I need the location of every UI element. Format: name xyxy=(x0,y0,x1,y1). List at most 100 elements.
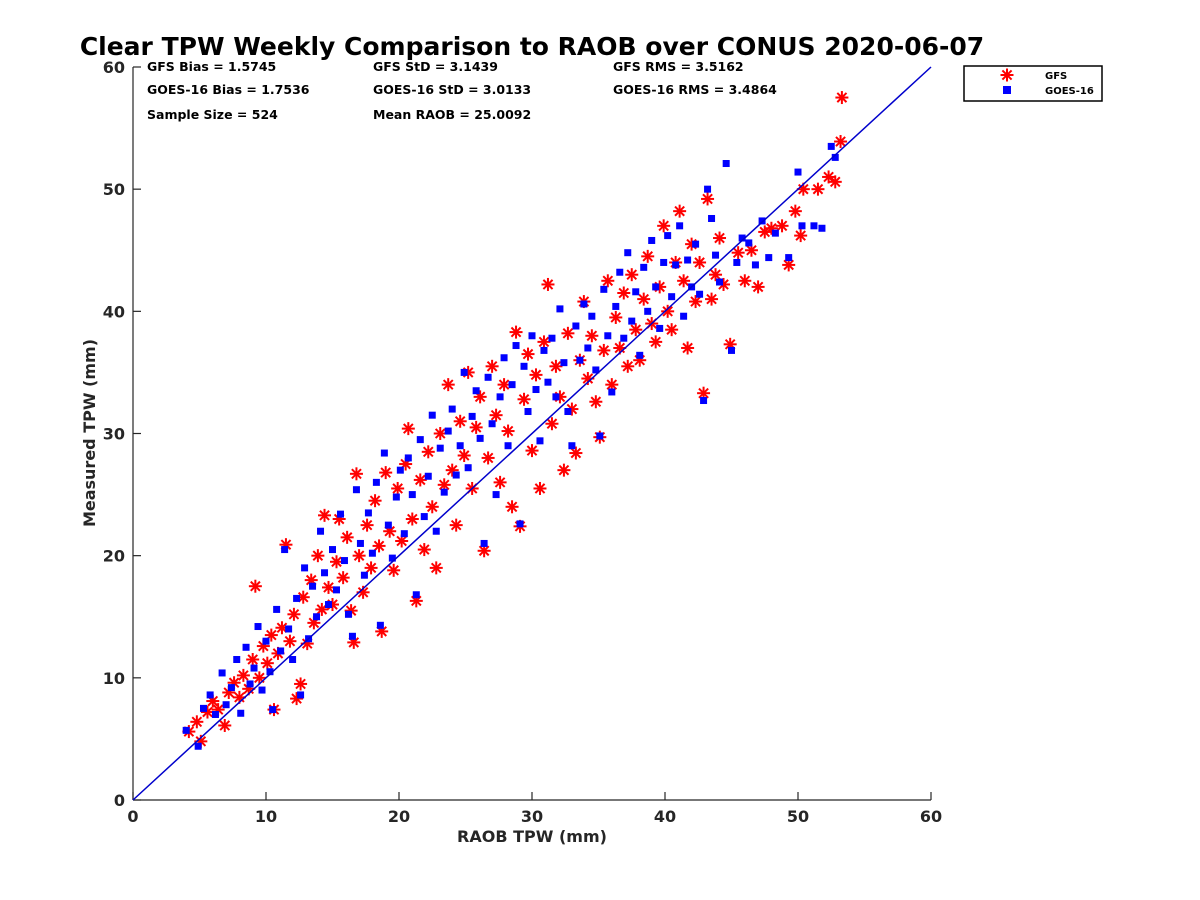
goes16-point xyxy=(616,268,624,276)
goes16-point xyxy=(269,706,277,714)
gfs-point xyxy=(637,292,651,306)
goes16-point xyxy=(696,290,704,298)
goes16-point xyxy=(751,261,759,269)
gfs-point xyxy=(713,231,727,245)
goes16-point xyxy=(258,686,266,694)
goes16-point xyxy=(309,582,317,590)
goes16-point xyxy=(568,442,576,450)
goes16-point xyxy=(266,668,274,676)
gfs-point xyxy=(497,378,511,392)
x-tick-label: 40 xyxy=(654,807,676,826)
goes16-point xyxy=(798,222,806,230)
goes16-point xyxy=(676,222,684,230)
goes16-point xyxy=(560,359,568,367)
x-tick-label: 20 xyxy=(388,807,410,826)
goes16-point xyxy=(652,283,660,291)
goes16-point xyxy=(273,605,281,613)
goes16-point xyxy=(432,527,440,535)
goes16-point xyxy=(218,669,226,677)
gfs-point xyxy=(517,392,531,406)
goes16-point xyxy=(708,214,716,222)
goes16-point xyxy=(528,332,536,340)
gfs-point xyxy=(537,335,551,349)
goes16-point xyxy=(700,397,708,405)
goes16-point xyxy=(246,680,254,688)
gfs-point xyxy=(441,378,455,392)
gfs-point xyxy=(294,677,308,691)
goes16-point xyxy=(640,263,648,271)
goes16-point xyxy=(360,571,368,579)
gfs-point xyxy=(481,451,495,465)
goes16-point xyxy=(368,549,376,557)
goes16-point xyxy=(692,240,700,248)
y-tick-label: 60 xyxy=(103,58,125,77)
gfs-point xyxy=(246,653,260,667)
gfs-point xyxy=(701,192,715,206)
goes16-point xyxy=(644,307,652,315)
goes16-point xyxy=(712,251,720,259)
gfs-point xyxy=(283,634,297,648)
goes16-point xyxy=(182,726,190,734)
goes16-point xyxy=(313,613,321,621)
goes16-point xyxy=(262,637,270,645)
gfs-point xyxy=(477,544,491,558)
goes16-point xyxy=(233,656,241,664)
gfs-point xyxy=(360,518,374,532)
goes16-point xyxy=(388,554,396,562)
goes16-point xyxy=(452,471,460,479)
goes16-point xyxy=(194,742,202,750)
goes16-point xyxy=(504,442,512,450)
gfs-point xyxy=(657,219,671,233)
gfs-point xyxy=(425,500,439,514)
legend-label-gfs: GFS xyxy=(1045,71,1067,82)
goes16-point xyxy=(277,647,285,655)
goes16-point xyxy=(472,387,480,395)
gfs-point xyxy=(395,534,409,548)
gfs-point xyxy=(693,255,707,269)
gfs-point xyxy=(336,571,350,585)
gfs-point xyxy=(525,444,539,458)
goes16-point xyxy=(420,513,428,521)
gfs-point xyxy=(549,359,563,373)
y-tick-label: 20 xyxy=(103,547,125,566)
goes16-point xyxy=(548,334,556,342)
goes16-point xyxy=(488,420,496,428)
goes16-point xyxy=(348,632,356,640)
goes16-point xyxy=(250,664,258,672)
gfs-point xyxy=(597,343,611,357)
stat-goes16-rms: GOES-16 RMS = 3.4864 xyxy=(613,82,777,97)
gfs-point xyxy=(751,280,765,294)
stat-gfs-std: GFS StD = 3.1439 xyxy=(373,59,498,74)
goes16-point xyxy=(352,486,360,494)
x-tick-label: 50 xyxy=(787,807,809,826)
goes16-point xyxy=(372,478,380,486)
gfs-point xyxy=(661,304,675,318)
goes16-point xyxy=(516,520,524,528)
goes16-point xyxy=(636,351,644,359)
gfs-point xyxy=(788,204,802,218)
chart-title: Clear TPW Weekly Comparison to RAOB over… xyxy=(80,32,984,61)
gfs-point xyxy=(252,671,266,685)
y-axis-label: Measured TPW (mm) xyxy=(80,339,99,527)
goes16-point xyxy=(716,278,724,286)
gfs-point xyxy=(260,656,274,670)
gfs-point xyxy=(709,268,723,282)
stat-sample-size: Sample Size = 524 xyxy=(147,107,278,122)
goes16-point xyxy=(396,466,404,474)
goes16-point xyxy=(620,334,628,342)
goes16-point xyxy=(794,168,802,176)
gfs-point xyxy=(545,417,559,431)
goes16-point xyxy=(227,684,235,692)
goes16-point xyxy=(440,488,448,496)
gfs-point xyxy=(287,607,301,621)
gfs-point xyxy=(372,539,386,553)
gfs-point xyxy=(379,466,393,480)
goes16-point xyxy=(336,510,344,518)
goes16-point xyxy=(317,527,325,535)
goes16-point xyxy=(325,601,333,609)
goes16-point xyxy=(444,427,452,435)
y-tick-label: 10 xyxy=(103,669,125,688)
gfs-point xyxy=(529,368,543,382)
goes16-point xyxy=(364,509,372,517)
